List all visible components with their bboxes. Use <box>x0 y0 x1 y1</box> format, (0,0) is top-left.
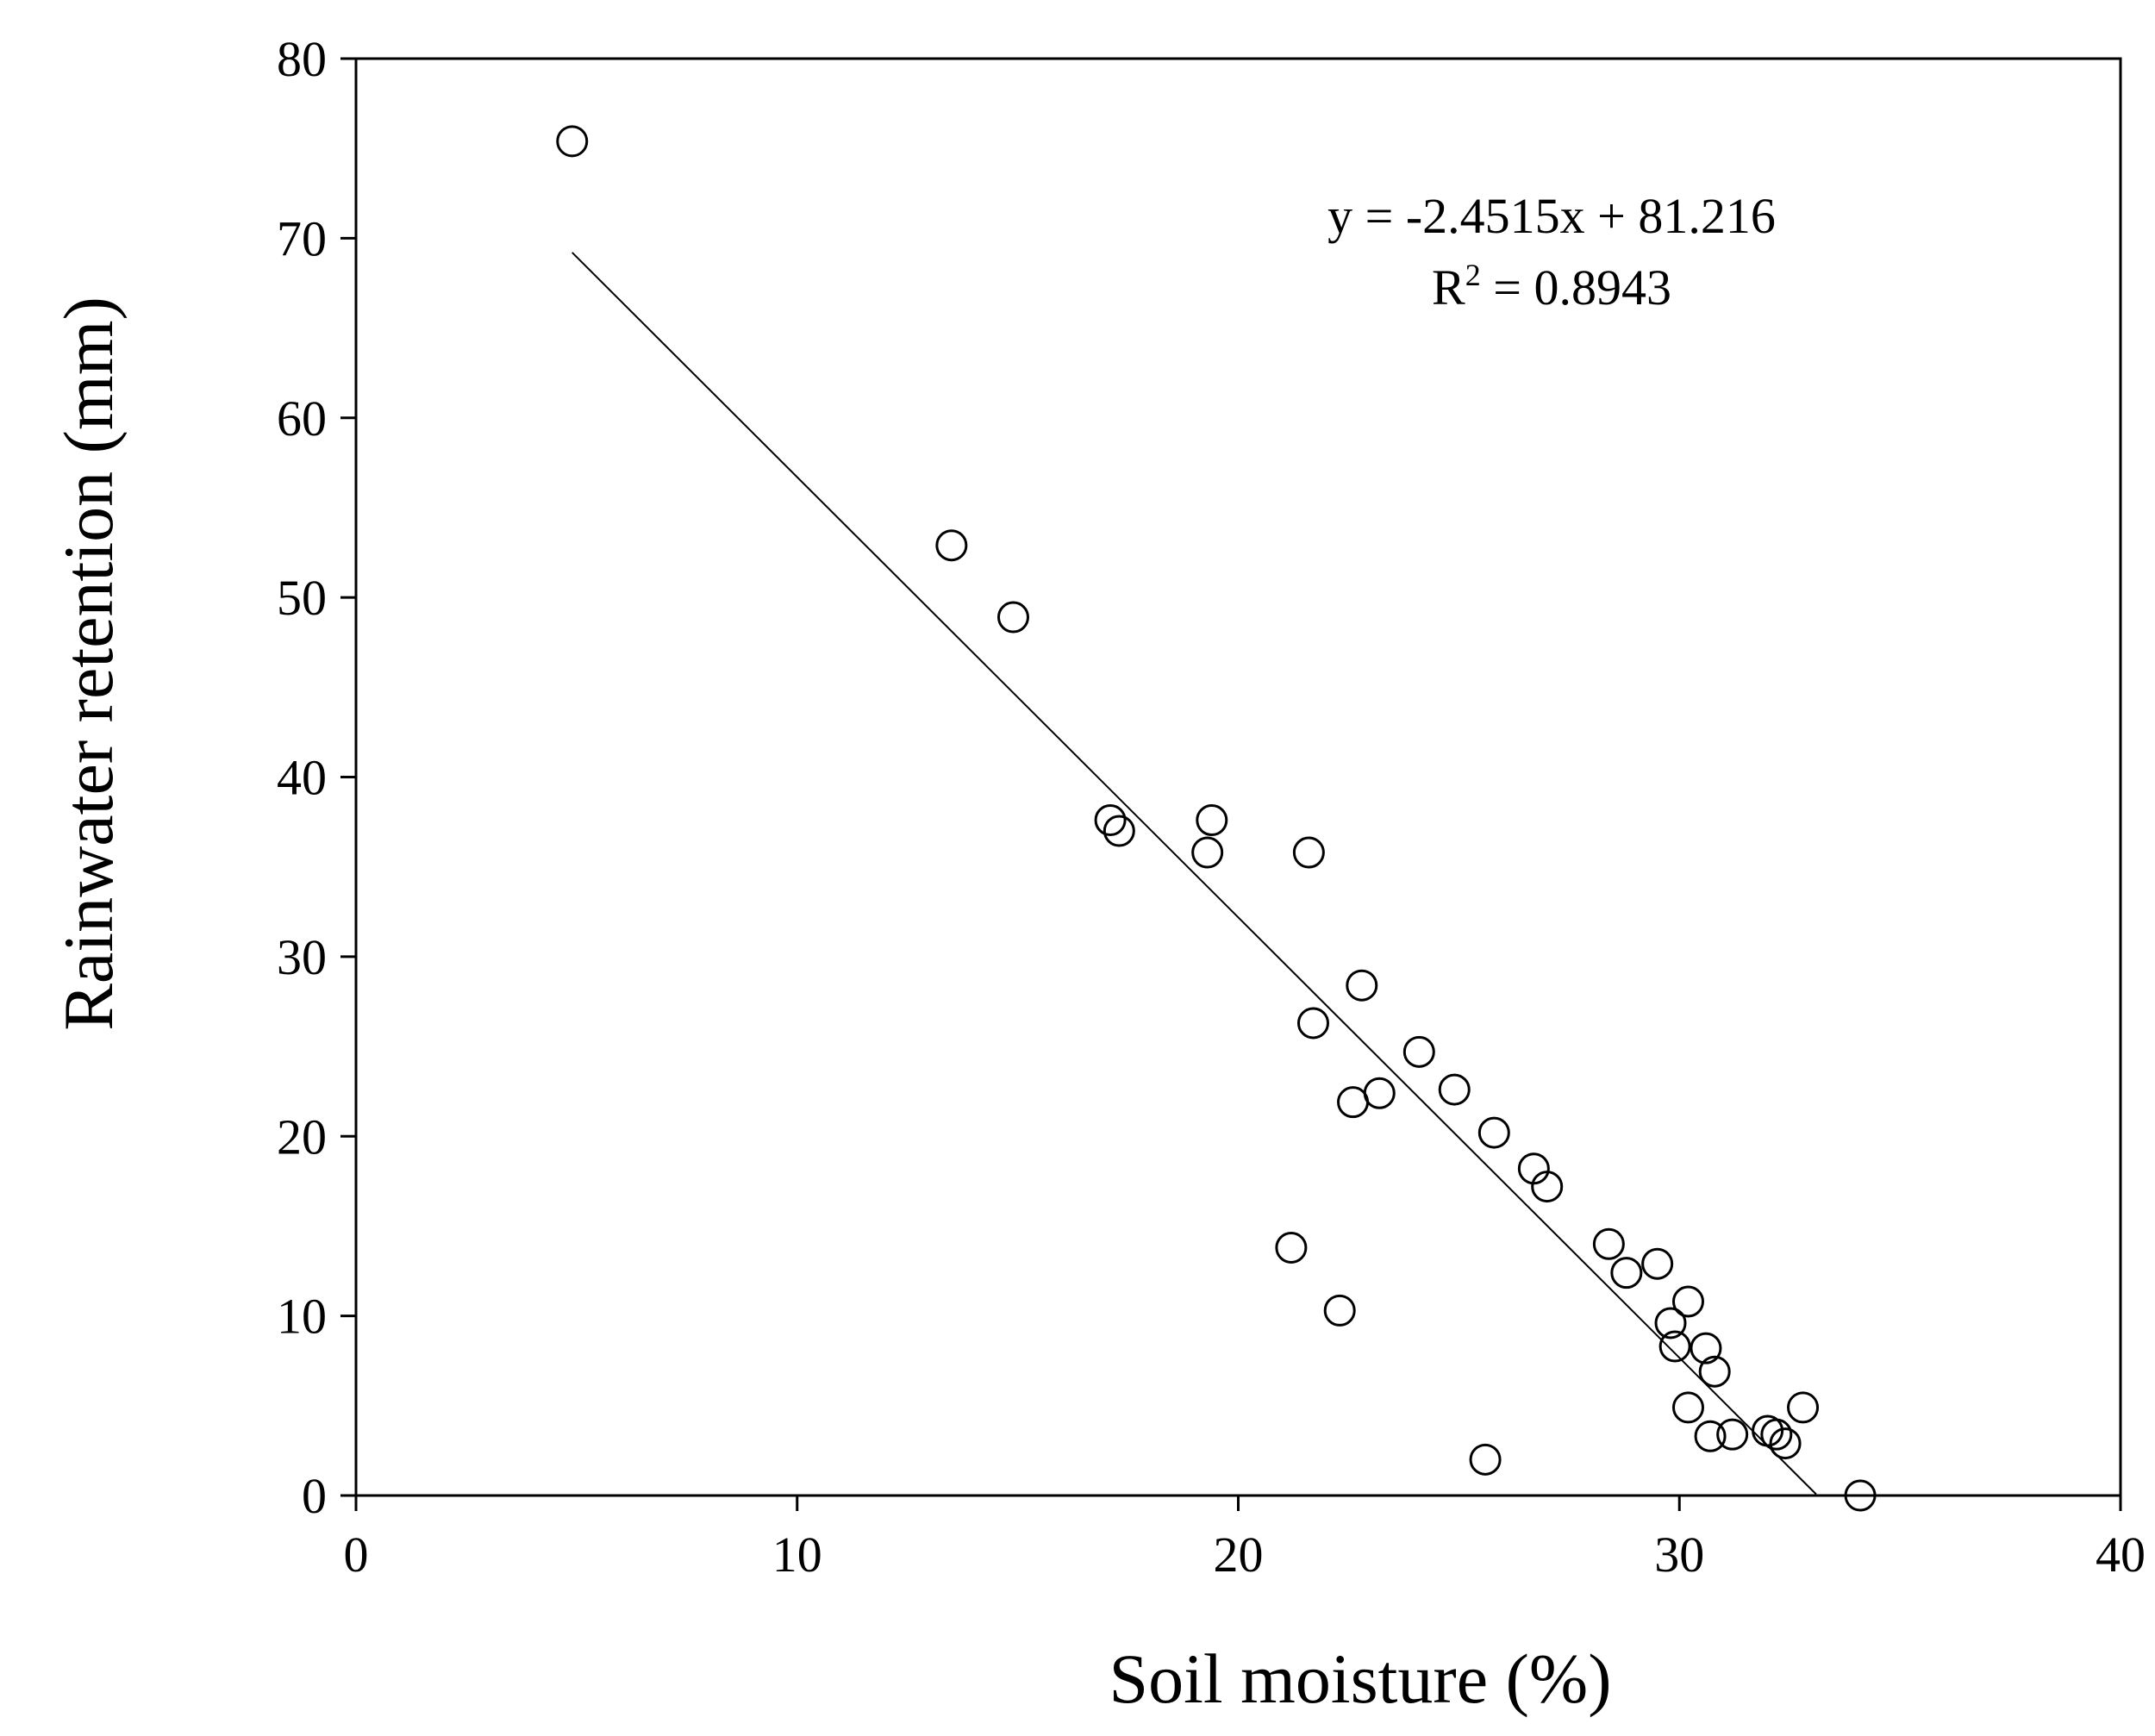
y-tick-label: 60 <box>277 390 327 446</box>
data-point <box>1787 1391 1820 1424</box>
y-tick-label: 80 <box>277 31 327 87</box>
data-point <box>1094 804 1127 837</box>
data-point <box>1592 1227 1625 1260</box>
data-point <box>1671 1285 1704 1318</box>
data-point <box>1477 1116 1510 1149</box>
data-point <box>1363 1077 1396 1109</box>
data-point <box>935 529 968 562</box>
plot-frame <box>354 57 2122 1497</box>
data-point <box>1438 1073 1471 1106</box>
r-squared-superscript: 2 <box>1465 258 1481 292</box>
data-point <box>1610 1257 1643 1290</box>
data-point <box>1641 1247 1674 1280</box>
data-point <box>1658 1330 1691 1363</box>
data-point <box>1716 1418 1749 1451</box>
x-tick-label: 20 <box>1214 1527 1264 1583</box>
regression-equation: y = -2.4515x + 81.216 <box>1327 188 1776 244</box>
data-point <box>1769 1427 1802 1460</box>
data-point <box>1196 804 1228 837</box>
data-point <box>1323 1294 1356 1327</box>
y-tick-label: 70 <box>277 210 327 266</box>
data-point <box>1292 836 1325 869</box>
x-tick-label: 0 <box>344 1527 369 1583</box>
data-point <box>1346 969 1378 1002</box>
trendline-group <box>572 252 1817 1496</box>
y-tick-label: 30 <box>277 929 327 985</box>
y-axis-label: Rainwater retention (mm) <box>49 297 128 1031</box>
data-point <box>1402 1035 1435 1068</box>
data-point <box>1694 1420 1727 1452</box>
data-point <box>1275 1231 1308 1264</box>
r-squared-annotation: R2 = 0.8943 <box>1432 258 1671 315</box>
trendline <box>572 252 1817 1496</box>
plot-area <box>354 57 2122 1497</box>
data-point <box>1469 1443 1502 1476</box>
x-axis-label: Soil moisture (%) <box>1109 1639 1611 1718</box>
data-point <box>1531 1171 1564 1203</box>
data-point <box>1698 1355 1731 1388</box>
data-point <box>1102 815 1135 847</box>
data-point <box>1296 1007 1329 1040</box>
axis-ticks: 0 10 20 30 40 0 10 20 30 40 50 60 70 80 <box>277 31 2146 1583</box>
y-tick-label: 40 <box>277 750 327 806</box>
x-tick-label: 40 <box>2096 1527 2146 1583</box>
x-tick-label: 10 <box>772 1527 822 1583</box>
data-point <box>1844 1479 1877 1512</box>
y-tick-label: 50 <box>277 570 327 626</box>
data-point <box>556 125 589 158</box>
y-tick-label: 20 <box>277 1108 327 1165</box>
y-tick-label: 10 <box>277 1289 327 1345</box>
data-point <box>1191 836 1224 869</box>
r-squared-label: R <box>1432 259 1465 315</box>
y-tick-label: 0 <box>302 1468 327 1524</box>
data-point <box>1690 1332 1722 1364</box>
data-point <box>1337 1086 1370 1119</box>
x-tick-label: 30 <box>1654 1527 1704 1583</box>
data-point <box>997 601 1030 634</box>
data-point <box>1654 1307 1687 1339</box>
data-point <box>1760 1418 1793 1451</box>
data-points <box>556 125 1877 1512</box>
r-squared-value: = 0.8943 <box>1481 259 1671 315</box>
data-point <box>1671 1391 1704 1424</box>
